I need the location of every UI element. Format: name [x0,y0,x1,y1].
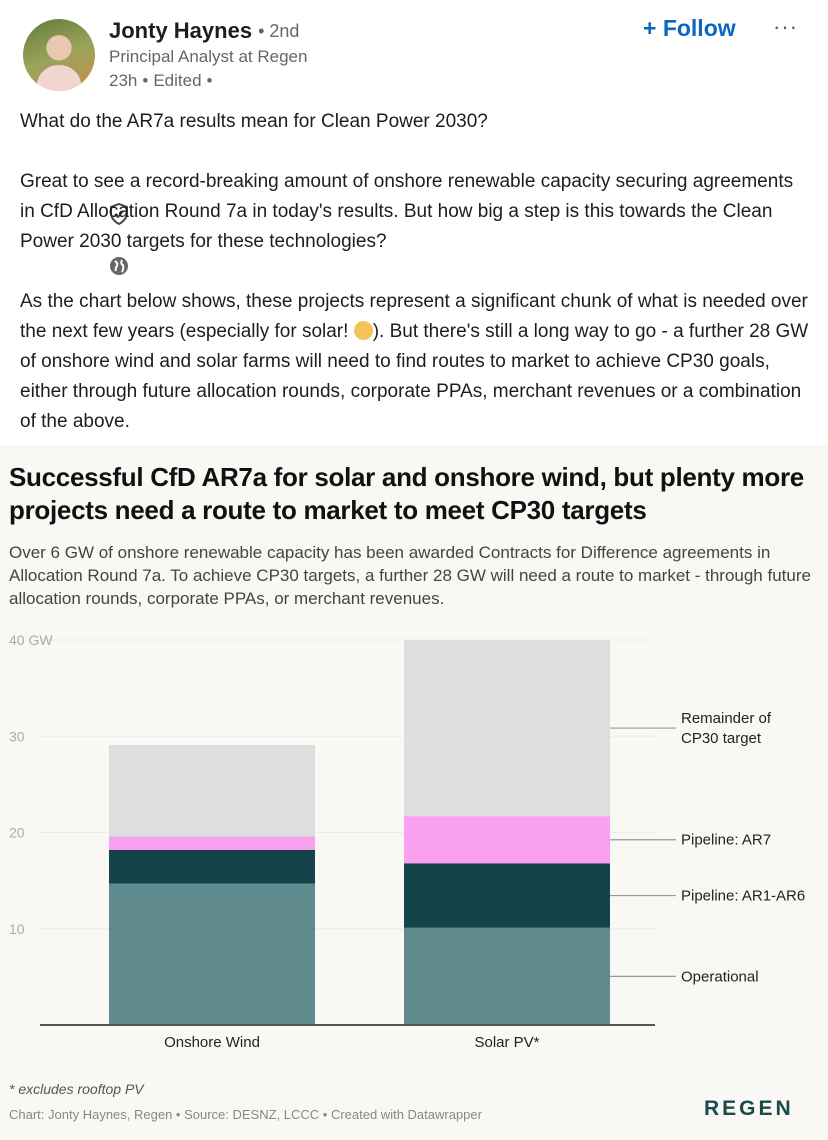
author-name[interactable]: Jonty Haynes • 2nd [109,18,300,225]
post-paragraph: As the chart below shows, these projects… [20,291,809,432]
series-label: Pipeline: AR1-AR6 [681,888,805,905]
bar-segment [109,849,315,884]
follow-button[interactable]: + Follow [643,15,736,41]
series-label: Pipeline: AR7 [681,832,771,849]
bar-segment [109,744,315,837]
post-text: What do the AR7a results mean for Clean … [20,107,810,467]
avatar-figure [37,65,81,91]
y-tick-label: 20 [9,825,25,841]
bar-segment [404,863,610,928]
stacked-bar-chart: 10 20 30 40 GW Onshore Wind Solar PV* Operatio… [9,632,805,1051]
author-name-text[interactable]: Jonty Haynes [109,18,253,43]
chart-title: Successful CfD AR7a for solar and onshor… [9,462,804,525]
y-tick-label: 40 GW [9,632,53,648]
series-label: Remainder of [681,710,772,727]
chart-note: * excludes rooftop PV [9,1081,144,1097]
avatar[interactable] [23,19,95,91]
series-label: CP30 target [681,730,762,747]
y-tick-label: 10 [9,921,25,937]
author-headline: Principal Analyst at Regen [109,47,308,66]
x-axis-label: Onshore Wind [164,1034,260,1051]
post-paragraph: What do the AR7a results mean for Clean … [20,111,488,132]
chart-credit: Chart: Jonty Haynes, Regen • Source: DES… [9,1107,482,1122]
bar-segment [404,927,610,1025]
shield-check-icon [110,203,128,225]
x-axis-label: Solar PV* [474,1034,539,1051]
post-paragraph: Great to see a record-breaking amount of… [20,171,794,252]
regen-logo: REGEN [704,1097,794,1120]
post-time: 23h [109,71,138,90]
chart-subtitle: Over 6 GW of onshore renewable capacity … [9,543,811,608]
sun-emoji-icon [353,321,373,340]
post-meta: 23h • Edited • [109,71,212,275]
series-label: Operational [681,968,759,985]
globe-icon [110,257,128,275]
edited-label: Edited [153,71,202,90]
bar-segment [404,816,610,864]
y-tick-label: 30 [9,728,25,744]
connection-degree: • 2nd [258,20,300,41]
chart-image[interactable]: Successful CfD AR7a for solar and onshor… [0,445,828,1140]
bar-segment [404,640,610,817]
bar-segment [109,883,315,1025]
more-options-button[interactable]: ··· [773,14,798,39]
bar-segment [109,836,315,850]
